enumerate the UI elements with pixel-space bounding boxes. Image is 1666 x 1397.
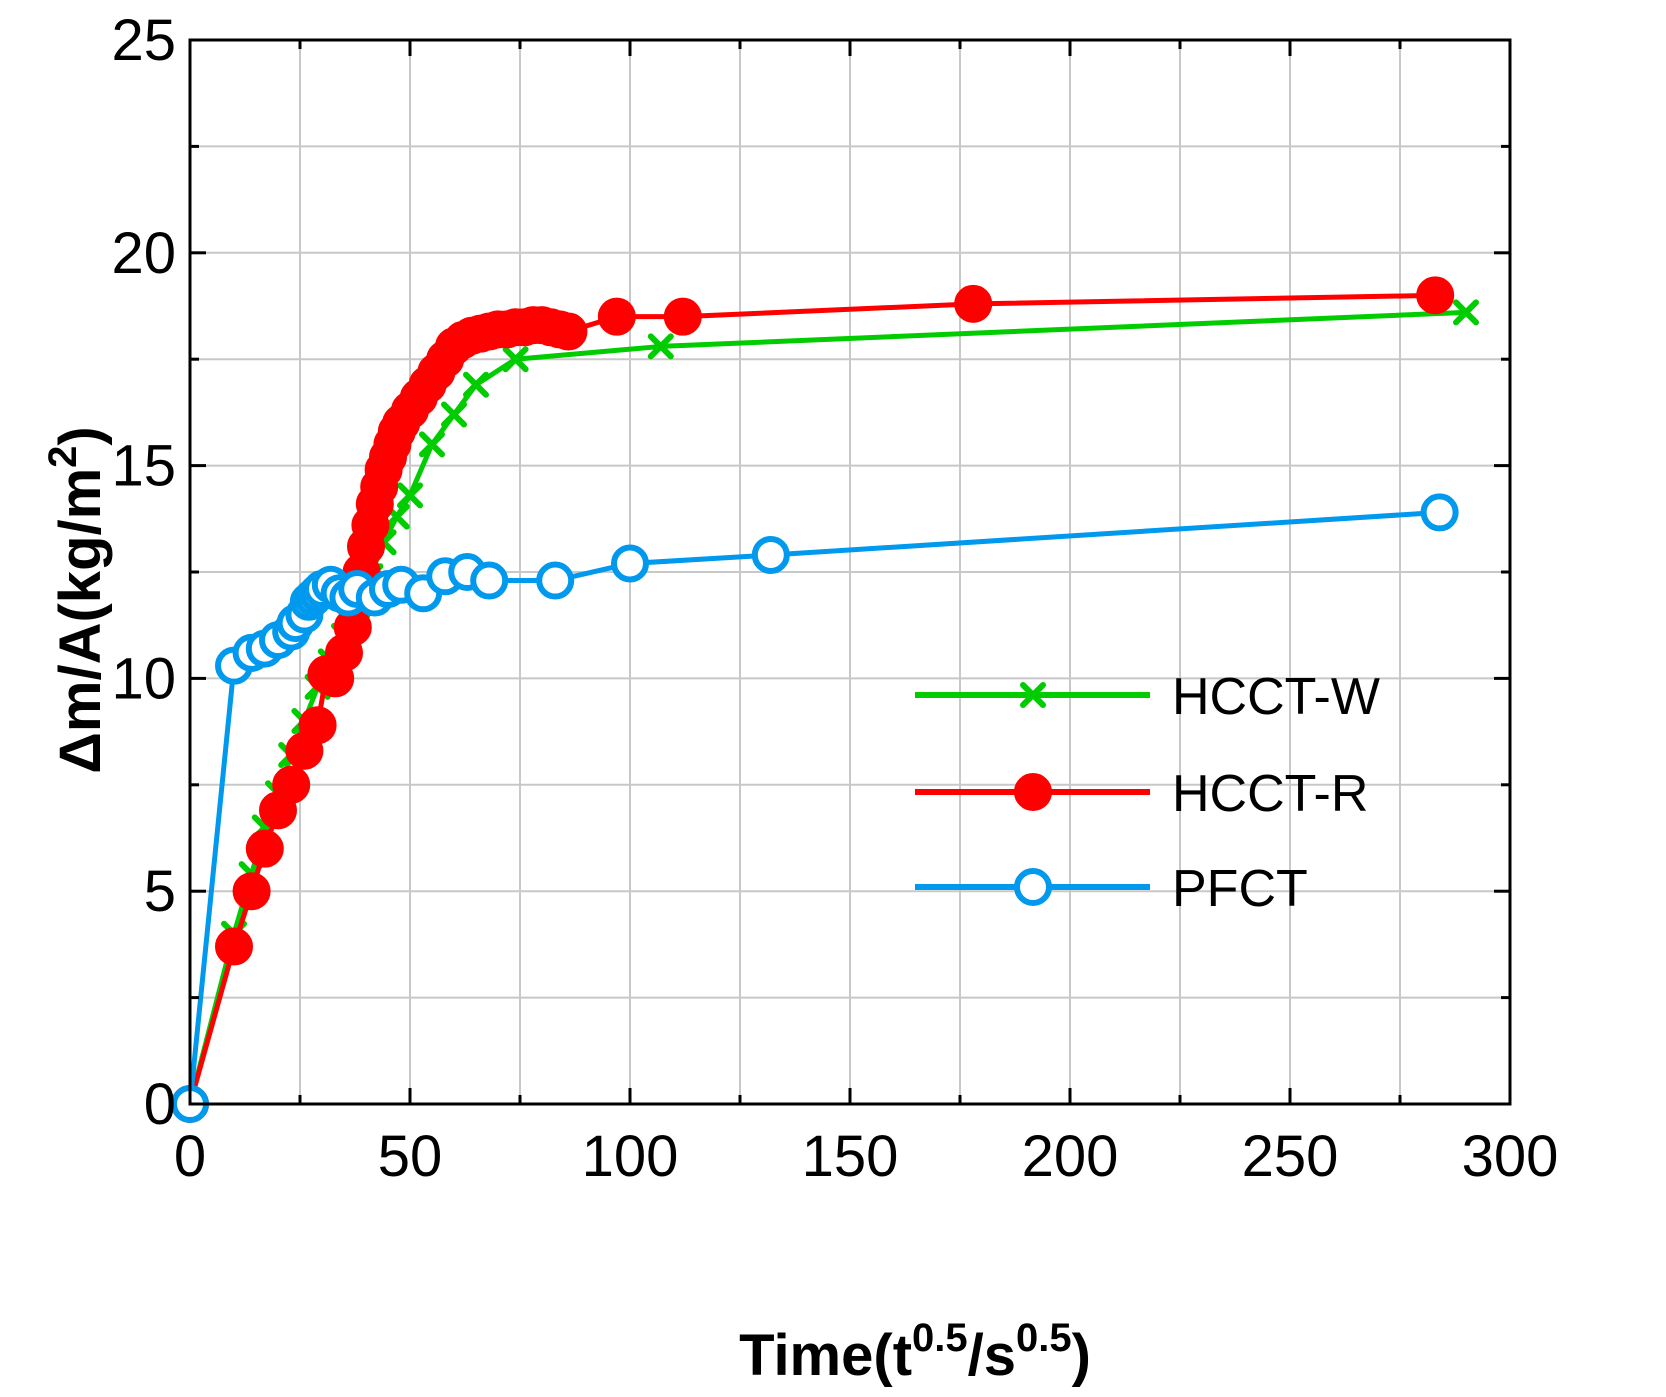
legend-label-hcct-w: HCCT-W: [1172, 668, 1380, 726]
data-point-pfct: [470, 561, 509, 600]
data-point-hcct-r: [245, 829, 284, 868]
y-tick-label: 5: [144, 859, 176, 924]
x-axis-title-mid: /s: [968, 1323, 1016, 1388]
x-tick-label: 0: [174, 1124, 206, 1189]
data-point-hcct-r: [954, 284, 993, 323]
data-point-hcct-r: [597, 297, 636, 336]
y-axis-title-end: ): [48, 426, 113, 445]
grid: [190, 40, 1510, 1104]
data-point-hcct-w: [441, 401, 467, 428]
series-layer: [171, 276, 1479, 1123]
data-point-hcct-r: [549, 312, 588, 351]
data-point-hcct-r: [1416, 276, 1455, 315]
y-axis-title: Δm/A(kg/m2): [41, 426, 113, 774]
legend-marker-hcct-w: [1020, 682, 1046, 708]
data-point-hcct-r: [663, 297, 702, 336]
data-point-hcct-r: [298, 706, 337, 745]
x-tick-label: 200: [1022, 1124, 1119, 1189]
legend-label-pfct: PFCT: [1172, 860, 1308, 918]
y-tick-label: 25: [111, 8, 176, 73]
data-point-hcct-r: [272, 765, 311, 804]
y-axis-title-sup: 2: [41, 446, 85, 468]
legend-marker-hcct-r: [1014, 773, 1052, 811]
legend-marker-pfct: [1014, 868, 1052, 906]
legend: HCCT-W HCCT-R PFCT: [915, 668, 1380, 918]
legend-item-pfct: PFCT: [915, 860, 1308, 918]
x-tick-label: 250: [1242, 1124, 1339, 1189]
tick-labels: 0 50 100 150 200 250 300 0 5 10 15 20 25: [111, 8, 1558, 1189]
x-axis-title-end: ): [1072, 1323, 1091, 1388]
data-point-hcct-r: [232, 872, 271, 911]
y-tick-label: 0: [144, 1072, 176, 1137]
data-point-hcct-r: [215, 927, 253, 966]
y-tick-label: 10: [111, 646, 176, 711]
data-point-pfct: [611, 544, 649, 583]
x-axis-title-main: Time(t: [739, 1323, 912, 1388]
data-point-hcct-w: [397, 482, 423, 509]
x-tick-label: 300: [1462, 1124, 1559, 1189]
x-tick-label: 50: [378, 1124, 443, 1189]
x-axis-title-sup1: 0.5: [912, 1316, 968, 1360]
legend-item-hcct-w: HCCT-W: [915, 668, 1380, 726]
data-point-hcct-w: [419, 431, 445, 458]
ticks: [188, 38, 1512, 1106]
x-axis-title: Time(t0.5/s0.5): [739, 1316, 1091, 1388]
y-tick-label: 15: [111, 434, 176, 499]
x-axis-title-sup2: 0.5: [1016, 1316, 1072, 1360]
data-point-pfct: [1420, 493, 1459, 532]
data-point-hcct-w: [647, 333, 674, 360]
legend-label-hcct-r: HCCT-R: [1172, 765, 1368, 823]
x-tick-label: 100: [582, 1124, 679, 1189]
data-point-hcct-w: [463, 371, 489, 398]
legend-item-hcct-r: HCCT-R: [915, 765, 1368, 823]
data-point-pfct: [536, 561, 575, 600]
data-point-hcct-w: [502, 346, 529, 373]
data-point-hcct-w: [1453, 299, 1479, 326]
y-tick-label: 20: [111, 221, 176, 286]
data-point-pfct: [751, 535, 790, 574]
x-tick-label: 150: [802, 1124, 899, 1189]
y-axis-title-main: Δm/A(kg/m: [48, 468, 113, 774]
series-pfct: [171, 493, 1459, 1123]
